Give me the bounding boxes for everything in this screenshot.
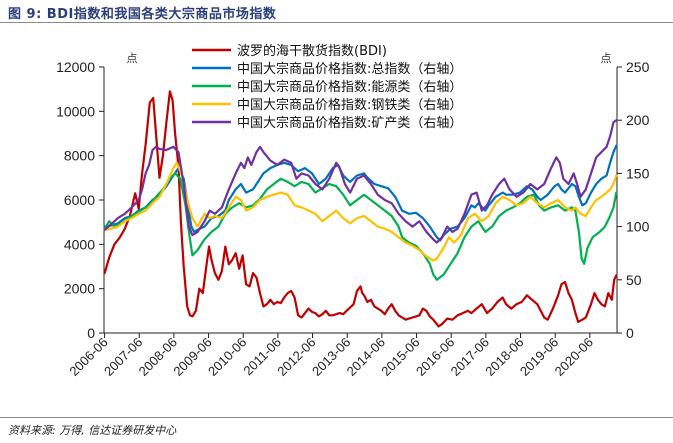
left-tick-label: 0 xyxy=(87,325,95,341)
left-tick-label: 4000 xyxy=(64,236,95,252)
legend-label: 中国大宗商品价格指数:总指数（右轴） xyxy=(237,61,462,77)
left-tick-label: 12000 xyxy=(56,59,95,75)
series-line-total-index xyxy=(103,144,618,242)
x-tick-label: 2010-06 xyxy=(205,335,249,379)
right-tick-label: 50 xyxy=(626,272,642,288)
figure-title: 图 9: BDI指数和我国各类大宗商品市场指数 xyxy=(8,7,277,22)
legend-label: 波罗的海干散货指数(BDI) xyxy=(237,43,387,59)
bottom-divider xyxy=(0,417,673,418)
left-tick-label: 10000 xyxy=(56,103,95,119)
legend-label: 中国大宗商品价格指数:能源类（右轴） xyxy=(237,79,462,95)
top-divider xyxy=(0,22,673,23)
left-tick-label: 8000 xyxy=(64,148,95,164)
left-tick-label: 6000 xyxy=(64,192,95,208)
left-tick-label: 2000 xyxy=(64,281,95,297)
legend-label: 中国大宗商品价格指数:钢铁类（右轴） xyxy=(237,97,462,113)
series-line-bdi xyxy=(103,90,618,328)
right-tick-label: 0 xyxy=(626,325,634,341)
right-tick-label: 200 xyxy=(626,112,650,128)
legend-label: 中国大宗商品价格指数:矿产类（右轴） xyxy=(237,115,462,131)
right-axis-unit: 点 xyxy=(601,52,612,65)
legend: 波罗的海干散货指数(BDI) 中国大宗商品价格指数:总指数（右轴） 中国大宗商品价格… xyxy=(192,43,462,131)
right-tick-label: 250 xyxy=(626,59,650,75)
series-line-minerals xyxy=(103,119,618,244)
series-line-steel xyxy=(103,161,618,262)
x-tick-label: 2020-06 xyxy=(552,335,596,379)
right-tick-label: 100 xyxy=(626,219,650,235)
source-note: 资料来源: 万得, 信达证券研发中心 xyxy=(8,424,177,437)
left-axis-unit: 点 xyxy=(127,52,138,65)
right-tick-label: 150 xyxy=(626,165,650,181)
series-layer xyxy=(103,90,618,328)
